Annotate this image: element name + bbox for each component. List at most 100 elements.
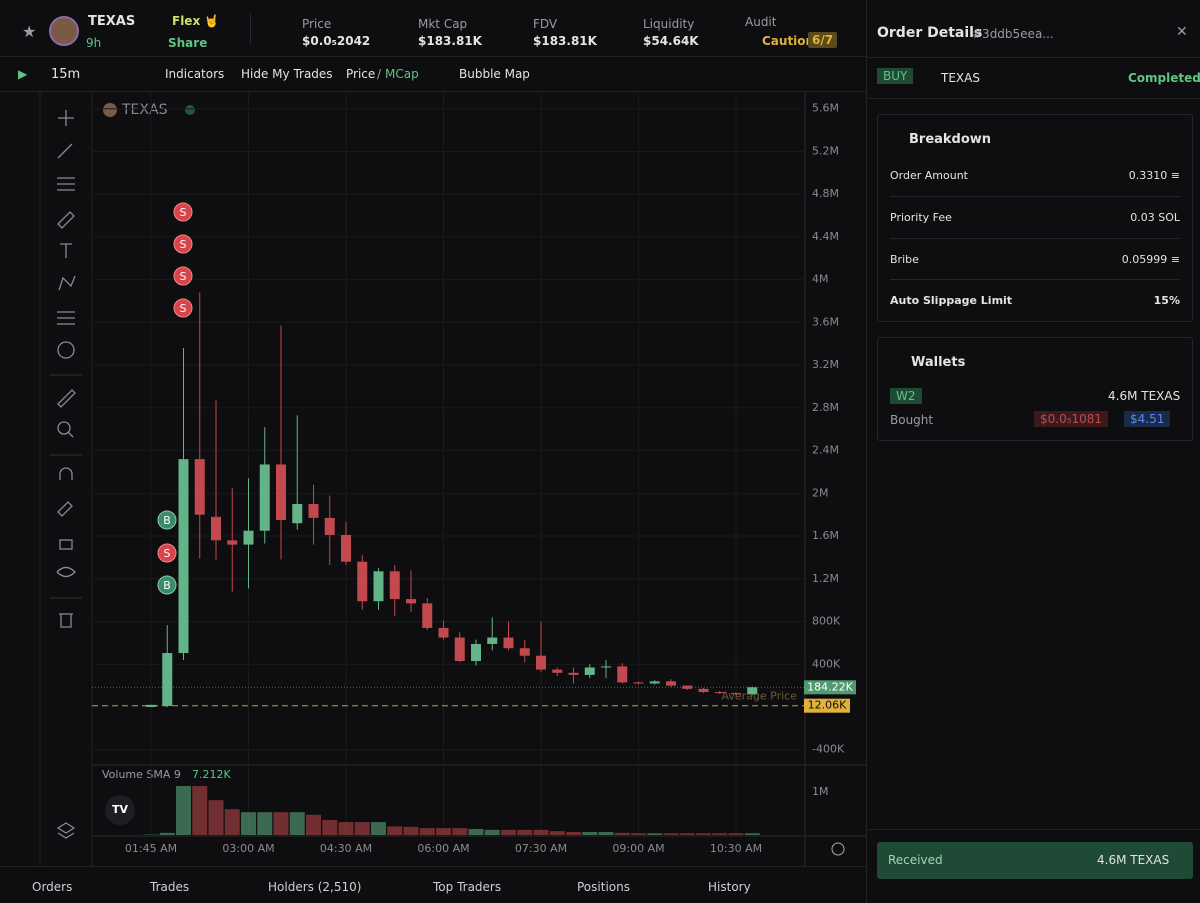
candle-body [617, 666, 628, 683]
volume-bar [728, 833, 744, 835]
y-tick-label: 2M [812, 486, 829, 499]
x-tick-label: 07:30 AM [515, 842, 567, 855]
wallet-amount: 4.6M TEXAS [1108, 389, 1181, 403]
stat-value: $54.64K [643, 34, 699, 48]
trade-marker [173, 202, 193, 222]
indicators[interactable]: Indicators [165, 67, 225, 81]
volume-label: Volume SMA 9 [102, 768, 181, 781]
trade-marker-label: S [180, 206, 187, 219]
volume-bar [436, 828, 451, 835]
tab[interactable]: Orders [32, 880, 73, 894]
star-icon[interactable]: ★ [22, 22, 37, 41]
y-tick-label: 4.8M [812, 187, 839, 200]
sep [866, 98, 1200, 99]
volume-bar [289, 812, 305, 835]
x-tick-label: 03:00 AM [222, 842, 274, 855]
wallets-card: Wallets W2 4.6M TEXAS Bought $0.0₅1081 $… [877, 337, 1193, 441]
received: Received 4.6M TEXAS [877, 842, 1193, 879]
separator: / [377, 67, 382, 81]
candle-body [536, 655, 546, 670]
candle-body [178, 459, 189, 654]
volume-bar [533, 829, 549, 835]
wallet-usd[interactable]: $4.51 [1124, 411, 1171, 427]
volume-bar [419, 828, 435, 835]
wallet-price[interactable]: $0.0₅1081 [1034, 411, 1109, 427]
volume-bar [452, 828, 468, 835]
y-tick-label: 5.6M [812, 102, 839, 115]
sep [866, 829, 1200, 830]
play-icon[interactable]: ▶ [18, 67, 28, 81]
wallet-action: Bought [890, 413, 934, 427]
volume-bar [582, 831, 598, 835]
close[interactable]: ✕ [1176, 24, 1188, 40]
volume-bar [744, 833, 760, 835]
y-tick-label: 2.8M [812, 401, 839, 414]
row: Auto Slippage Limit 15% [890, 279, 1180, 320]
tab[interactable]: Trades [150, 880, 190, 894]
x-tick-label: 04:30 AM [320, 842, 372, 855]
candle-body [422, 603, 433, 628]
order-panel [866, 0, 1200, 903]
y-tick-label: 4.4M [812, 230, 839, 243]
stat-value: $0.0₅2042 [302, 34, 371, 48]
candle-body [633, 682, 644, 684]
volume-bar [566, 831, 581, 835]
audit-label[interactable]: Audit [745, 15, 777, 29]
trade-marker-label: S [164, 547, 171, 560]
interval[interactable]: 15m [51, 67, 81, 82]
candle-body [373, 571, 384, 602]
token-name: TEXAS [88, 14, 136, 29]
candle-body [454, 637, 465, 662]
token-avatar [49, 16, 79, 46]
token-icon [103, 103, 117, 117]
candle-body [243, 530, 254, 545]
status-dot [185, 105, 195, 115]
last-price-tag: 184.22K [807, 680, 853, 693]
sep [250, 14, 251, 44]
trade-marker [173, 266, 193, 286]
candle-body [389, 571, 400, 600]
share[interactable]: Share [168, 36, 208, 50]
audit-score: 6/7 [808, 32, 838, 48]
chart: TV TEXAS Volume SMA 9 7.212K 5.6M 5.2M 4.8… [39, 92, 866, 866]
breakdown-card: Breakdown Order Amount 0.3310 ≡ Priority … [877, 114, 1193, 322]
volume-bar [322, 819, 338, 835]
side: BUY [877, 68, 914, 84]
stat-value: $183.81K [418, 34, 482, 48]
volume-bar [484, 829, 500, 835]
volume-bar [387, 826, 403, 835]
y-tick-label: 400K [812, 657, 841, 670]
toolbar [0, 57, 866, 92]
label: Order Amount [890, 169, 968, 182]
value: 15% [1153, 293, 1180, 307]
breakdown-title: Breakdown [909, 132, 992, 147]
volume-bar [224, 809, 240, 835]
tab[interactable]: Holders (2,510) [268, 880, 362, 894]
bubble-map[interactable]: Bubble Map [459, 67, 530, 81]
volume-bar [338, 822, 354, 835]
candle-body [357, 561, 368, 602]
label: Priority Fee [890, 210, 952, 224]
header [0, 0, 866, 57]
candle-body [552, 669, 563, 673]
volume-bar [273, 812, 289, 835]
label: Auto Slippage Limit [890, 293, 1013, 307]
candle-body [682, 685, 693, 689]
price-toggle[interactable]: Price [346, 67, 376, 81]
tab[interactable]: History [708, 880, 751, 894]
stat-label: FDV [533, 17, 558, 31]
tab[interactable]: Top Traders [433, 880, 502, 894]
hide-trades[interactable]: Hide My Trades [241, 67, 333, 81]
row: Bribe 0.05999 ≡ [890, 238, 1180, 279]
order-token: TEXAS [941, 71, 980, 85]
tab[interactable]: Positions [577, 880, 630, 894]
flex[interactable]: Flex 🤘 [172, 14, 220, 28]
candle-body [649, 681, 660, 684]
settings-icon[interactable] [831, 842, 845, 856]
y-tick-label: 3.6M [812, 315, 839, 328]
y-tick-label: 2.4M [812, 444, 839, 457]
stat-label: Price [302, 17, 332, 31]
mcap-toggle[interactable]: MCap [385, 67, 419, 81]
volume-bar [354, 822, 370, 835]
received-label: Received [888, 853, 943, 867]
